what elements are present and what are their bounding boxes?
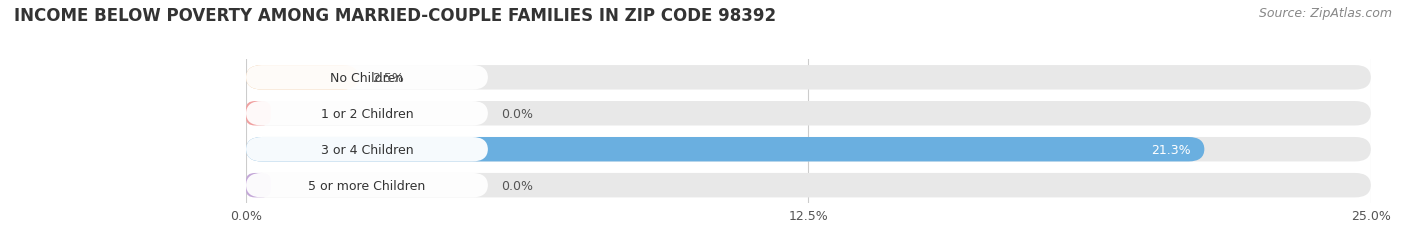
FancyBboxPatch shape [246, 137, 488, 162]
FancyBboxPatch shape [246, 66, 1371, 90]
Text: 3 or 4 Children: 3 or 4 Children [321, 143, 413, 156]
FancyBboxPatch shape [246, 66, 359, 90]
FancyBboxPatch shape [246, 173, 1371, 198]
Text: 0.0%: 0.0% [502, 107, 533, 120]
FancyBboxPatch shape [246, 66, 488, 90]
Text: Source: ZipAtlas.com: Source: ZipAtlas.com [1258, 7, 1392, 20]
FancyBboxPatch shape [246, 102, 488, 126]
Text: 0.0%: 0.0% [502, 179, 533, 192]
FancyBboxPatch shape [246, 173, 271, 198]
FancyBboxPatch shape [246, 102, 271, 126]
Text: 5 or more Children: 5 or more Children [308, 179, 426, 192]
Text: INCOME BELOW POVERTY AMONG MARRIED-COUPLE FAMILIES IN ZIP CODE 98392: INCOME BELOW POVERTY AMONG MARRIED-COUPL… [14, 7, 776, 25]
Text: No Children: No Children [330, 71, 404, 85]
Text: 2.5%: 2.5% [373, 71, 404, 85]
Text: 1 or 2 Children: 1 or 2 Children [321, 107, 413, 120]
Text: 21.3%: 21.3% [1152, 143, 1191, 156]
FancyBboxPatch shape [246, 102, 1371, 126]
FancyBboxPatch shape [246, 173, 488, 198]
FancyBboxPatch shape [246, 137, 1205, 162]
FancyBboxPatch shape [246, 137, 1371, 162]
